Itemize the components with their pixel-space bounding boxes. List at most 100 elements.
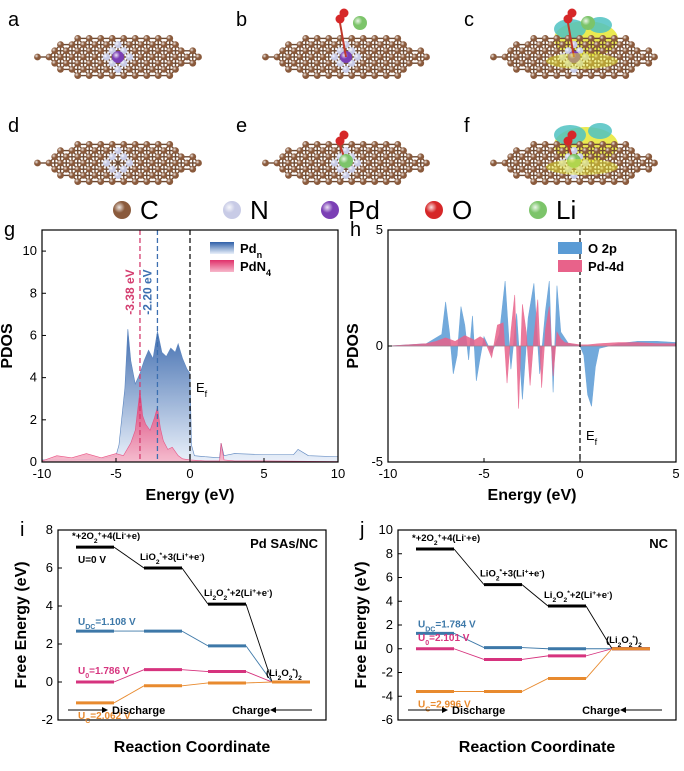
carbon-atom-shade: [103, 66, 110, 73]
oxygen-atom: [339, 8, 349, 18]
chart-title: Pd SAs/NC: [250, 536, 319, 551]
carbon-atom-shade: [371, 59, 379, 67]
carbon-atom-shade: [541, 153, 549, 161]
carbon-atom-shade: [285, 53, 292, 61]
potential-label: U0=1.786 V: [78, 666, 130, 680]
discharge-arrowhead: [102, 707, 108, 713]
connector: [245, 603, 273, 683]
carbon-atom-shade: [160, 172, 168, 179]
carbon-atom-shade: [74, 47, 82, 55]
fermi-label: Ef: [586, 428, 598, 447]
carbon-atom-shade: [154, 72, 162, 79]
carbon-atom-shade: [388, 159, 396, 167]
carbon-atom-shade: [622, 59, 630, 67]
carbon-atom-shade: [183, 159, 191, 167]
carbon-atom-shade: [610, 72, 618, 79]
carbon-atom-shade: [131, 35, 139, 42]
series-u0-2-101-v: [416, 647, 650, 661]
carbon-atom-shade: [359, 35, 367, 42]
x-tick-label: 0: [186, 466, 193, 481]
panel-label-a: a: [8, 9, 20, 31]
marker-label: -2.20 eV: [140, 269, 154, 314]
carbon-atom-shade: [400, 66, 407, 73]
carbon-atom-shade: [507, 153, 515, 161]
carbon-atom-shade: [377, 66, 384, 73]
carbon-atom-shade: [610, 153, 618, 161]
carbon-atom-shade: [388, 41, 396, 48]
carbon-atom-shade: [536, 159, 543, 167]
carbon-atom-shade: [616, 147, 624, 155]
y-tick-label: 0: [386, 641, 393, 656]
carbon-atom-shade: [273, 53, 281, 61]
y-axis-title: PDOS: [0, 323, 16, 369]
connector: [181, 682, 209, 687]
legend-swatch: [558, 242, 582, 254]
carbon-atom-shade: [131, 153, 139, 161]
carbon-atom-shade: [91, 172, 99, 179]
carbon-atom-shade: [85, 141, 93, 148]
carbon-atom-shade: [359, 178, 367, 186]
carbon-atom-shade: [166, 153, 174, 161]
carbon-atom-shade: [605, 147, 612, 155]
carbon-atom-shade: [348, 178, 356, 186]
carbon-atom-shade: [325, 35, 333, 42]
charge-arrowhead: [270, 707, 276, 713]
carbon-atom-shade: [359, 72, 367, 79]
carbon-atom-shade: [62, 59, 70, 67]
palladium-atom-shade: [112, 51, 124, 63]
carbon-atom-shade: [62, 165, 70, 173]
panel-label-i: i: [20, 519, 24, 541]
carbon-atom-shade: [137, 147, 145, 155]
carbon-atom-shade: [394, 141, 402, 148]
carbon-atom-shade: [616, 41, 624, 48]
carbon-atom-shade: [610, 47, 618, 55]
lithium-atom-shade: [353, 16, 367, 30]
carbon-atom-shade: [160, 66, 168, 73]
nitrogen-atom-shade: [114, 41, 122, 49]
carbon-atom-shade: [541, 178, 549, 186]
carbon-atom-shade: [633, 165, 641, 173]
legend-label-o: O: [452, 195, 472, 225]
fermi-label: Ef: [196, 380, 208, 399]
carbon-atom-shade: [628, 147, 635, 155]
carbon-atom-shade: [587, 153, 595, 161]
carbon-atom-shade: [296, 159, 304, 167]
carbon-atom-shade: [85, 35, 93, 42]
y-tick-label: 2: [386, 617, 393, 632]
carbon-atom-shade: [131, 59, 139, 67]
carbon-atom-shade: [530, 165, 538, 173]
panel-label-g: g: [4, 219, 15, 241]
carbon-atom-shade: [348, 141, 356, 148]
carbon-atom-shade: [308, 159, 315, 167]
discharge-arrowhead: [442, 707, 448, 713]
carbon-atom-shade: [553, 35, 561, 42]
carbon-atom-shade: [331, 172, 338, 179]
carbon-atom-shade: [91, 41, 99, 48]
carbon-atom-shade: [296, 41, 304, 48]
carbon-atom-shade: [593, 147, 601, 155]
carbon-atom-shade: [85, 153, 93, 161]
step-label: *+2O2++4(Li-+e): [412, 533, 480, 547]
carbon-atom-shade: [189, 165, 197, 173]
carbon-atom-shade: [622, 72, 630, 79]
legend-item-c: C: [113, 195, 159, 225]
carbon-atom-shade: [582, 41, 589, 48]
carbon-atom-shade: [319, 41, 327, 48]
carbon-atom-shade: [68, 147, 76, 155]
carbon-atom-shade: [126, 41, 133, 48]
carbon-atom-shade: [74, 59, 82, 67]
step-label: Li2O2*+2(Li++e-): [204, 588, 272, 602]
carbon-atom-shade: [507, 59, 515, 67]
carbon-atom-shade: [371, 153, 379, 161]
o-bond: [567, 22, 575, 58]
carbon-atom-shade: [417, 59, 425, 67]
carbon-atom-shade: [331, 66, 338, 73]
nitrogen-atom-shade: [342, 147, 350, 155]
carbon-atom-shade: [348, 72, 356, 79]
carbon-atom-shade: [195, 159, 202, 167]
y-tick-label: 6: [386, 570, 393, 585]
plot-frame: [57, 529, 327, 721]
carbon-atom-shade: [536, 41, 543, 48]
nitrogen-atom-shade: [570, 147, 578, 155]
